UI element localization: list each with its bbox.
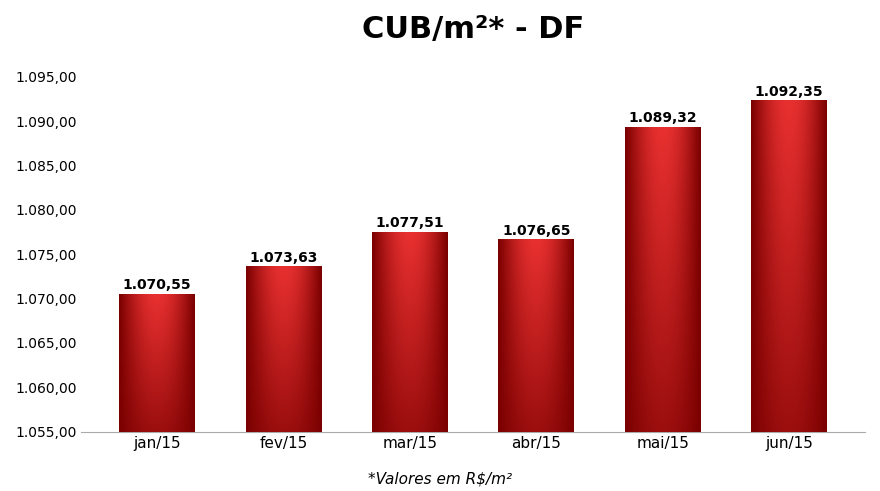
Text: 1.070,55: 1.070,55: [123, 278, 192, 292]
Text: 1.092,35: 1.092,35: [755, 84, 824, 99]
Text: 1.089,32: 1.089,32: [628, 111, 697, 125]
Text: *Valores em R$/m²: *Valores em R$/m²: [368, 471, 512, 486]
Title: CUB/m²* - DF: CUB/m²* - DF: [362, 15, 584, 44]
Text: 1.076,65: 1.076,65: [502, 224, 570, 238]
Text: 1.073,63: 1.073,63: [249, 250, 318, 265]
Text: 1.077,51: 1.077,51: [376, 216, 444, 230]
